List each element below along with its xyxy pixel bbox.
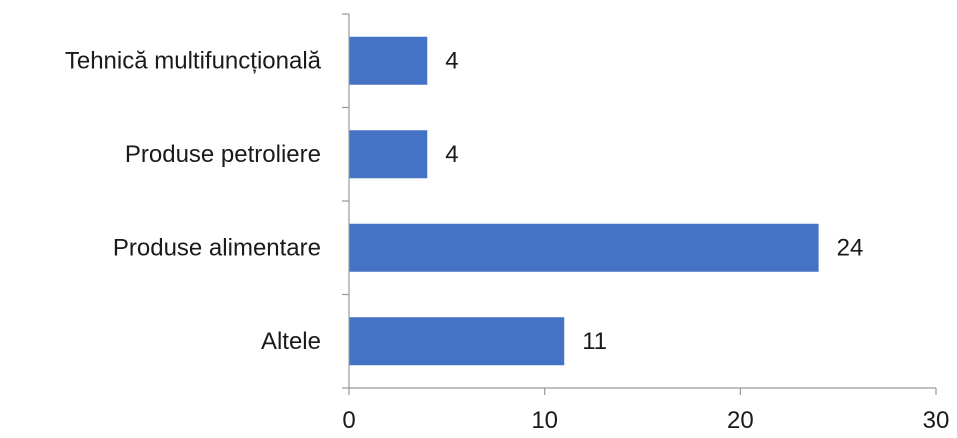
bar-2 bbox=[349, 223, 819, 272]
data-label-3: 11 bbox=[582, 328, 607, 355]
data-label-2: 24 bbox=[837, 234, 864, 261]
category-label-1: Produse petroliere bbox=[125, 141, 321, 168]
category-label-2: Produse alimentare bbox=[113, 234, 321, 261]
data-label-0: 4 bbox=[445, 47, 458, 74]
x-tick-label-3: 30 bbox=[923, 407, 950, 434]
data-label-1: 4 bbox=[445, 141, 458, 168]
bar-1 bbox=[349, 130, 428, 179]
x-tick-label-1: 10 bbox=[531, 407, 558, 434]
category-label-3: Altele bbox=[261, 328, 321, 355]
plot-area: Tehnică multifuncțională 4 Produse petroli… bbox=[65, 13, 950, 434]
x-tick-label-0: 0 bbox=[342, 407, 355, 434]
x-tick-label-2: 20 bbox=[727, 407, 754, 434]
category-label-0: Tehnică multifuncțională bbox=[65, 47, 322, 74]
bar-0 bbox=[349, 36, 428, 85]
bar-3 bbox=[349, 317, 565, 366]
